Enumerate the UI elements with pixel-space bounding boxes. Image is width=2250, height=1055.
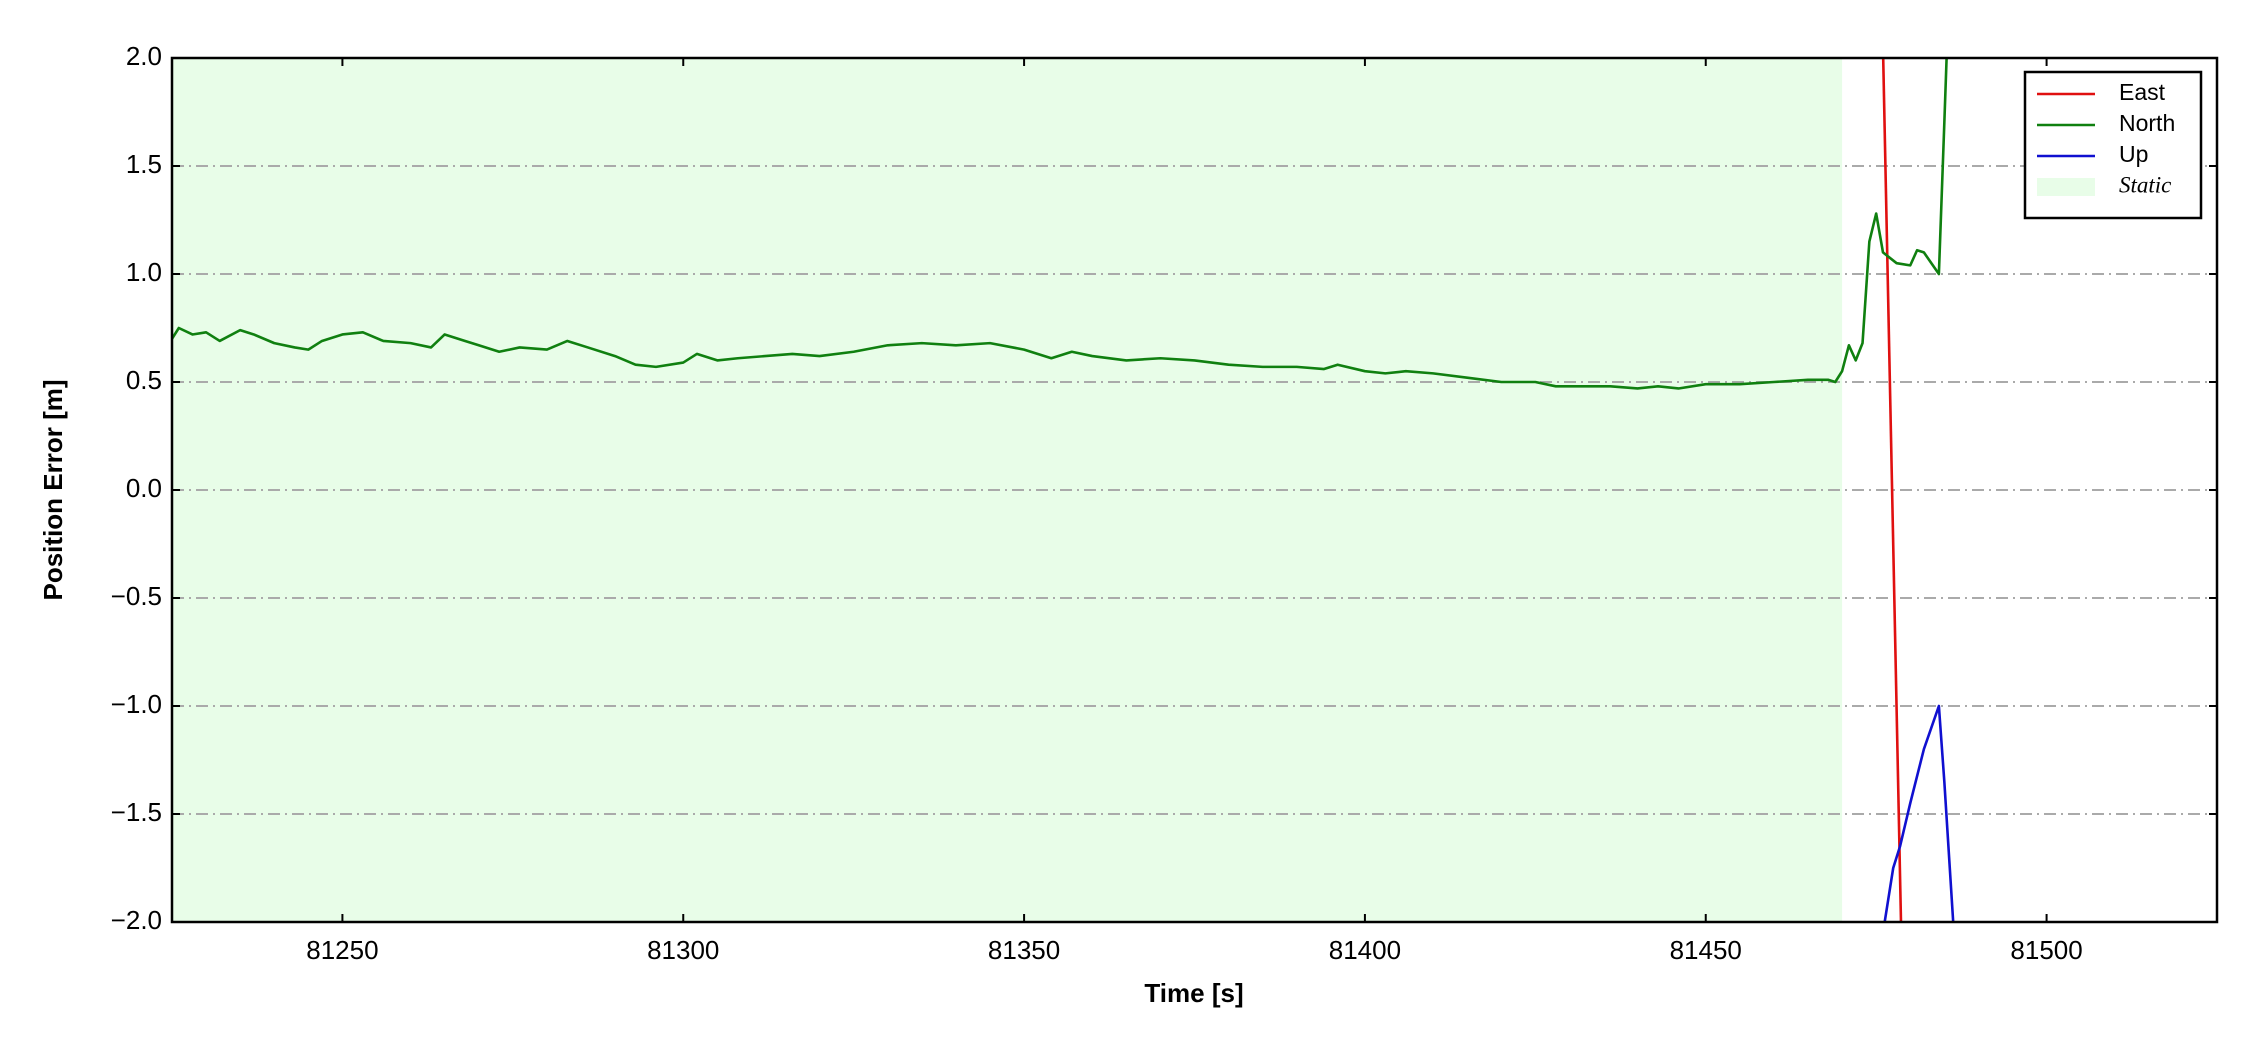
x-tick-label: 81250 — [306, 935, 378, 965]
y-tick-label: −1.0 — [111, 689, 162, 719]
y-tick-label: 1.0 — [126, 257, 162, 287]
plot-lines — [172, 58, 1955, 922]
y-tick-label: −2.0 — [111, 905, 162, 935]
y-tick-label: 1.5 — [126, 149, 162, 179]
legend-label: Static — [2119, 172, 2171, 197]
x-tick-label: 81300 — [647, 935, 719, 965]
series-line — [1883, 704, 1955, 922]
x-tick-label: 81500 — [2010, 935, 2082, 965]
series-line — [172, 58, 1948, 390]
legend-swatch — [2037, 178, 2095, 196]
y-tick-label: 2.0 — [126, 41, 162, 71]
x-tick-label: 81350 — [988, 935, 1060, 965]
y-tick-label: −0.5 — [111, 581, 162, 611]
plot-background — [172, 58, 1843, 922]
y-tick-label: 0.0 — [126, 473, 162, 503]
static-region — [172, 58, 1843, 922]
y-tick-label: 0.5 — [126, 365, 162, 395]
ticks: −2.0 −1.5 −1.0 −0.5 0.0 0.5 1.0 1.5 2.0 81250 8130… — [111, 41, 2217, 965]
x-tick-label: 81400 — [1329, 935, 1401, 965]
legend-label: North — [2119, 110, 2175, 136]
legend-label: East — [2119, 79, 2166, 105]
legend: East North Up Static — [2023, 70, 2203, 220]
series-line — [1881, 58, 1903, 922]
x-tick-label: 81450 — [1670, 935, 1742, 965]
x-axis-label: Time [s] — [1144, 978, 1243, 1008]
y-tick-label: −1.5 — [111, 797, 162, 827]
y-axis-label: Position Error [m] — [38, 379, 68, 600]
legend-label: Up — [2119, 141, 2148, 167]
